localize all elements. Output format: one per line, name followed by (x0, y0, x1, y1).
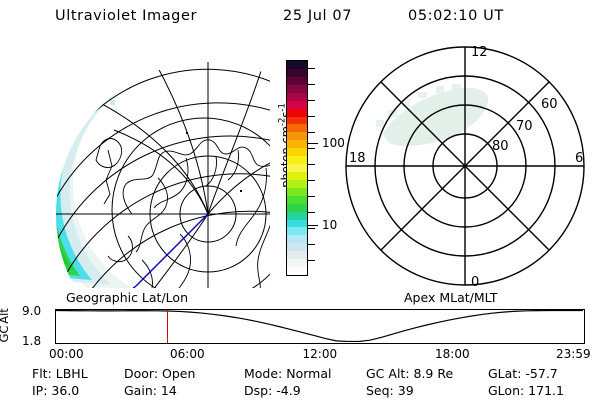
observation-date: 25 Jul 07 (283, 8, 353, 24)
aurora-speckle (78, 76, 121, 106)
colorbar-swatch (287, 179, 307, 188)
colorbar-minor-tick (308, 132, 315, 133)
status-field: Gain: 14 (124, 383, 177, 398)
mlt-label-18: 18 (349, 151, 366, 166)
orbit-y-axis-title-gc: GC (0, 325, 11, 343)
colorbar-swatch (287, 108, 307, 117)
colorbar-swatch (287, 259, 307, 268)
colorbar-swatch (287, 243, 307, 252)
instrument-title: Ultraviolet Imager (55, 8, 198, 24)
orbit-plot-frame[interactable] (55, 309, 585, 344)
status-field: Door: Open (124, 366, 196, 381)
colorbar-swatch (287, 164, 307, 173)
geographic-panel-caption: Geographic Lat/Lon (66, 290, 188, 305)
colorbar-minor-tick (308, 68, 315, 69)
geographic-image-panel[interactable] (40, 38, 270, 288)
colorbar-swatch (287, 84, 307, 93)
colorbar-swatch (287, 140, 307, 149)
mlt-spokes (346, 47, 584, 285)
mlat-label-70: 70 (516, 119, 533, 134)
mlat-labels: 60 70 80 (492, 97, 558, 154)
intensity-colorbar-group: photon cm-2s-1 100 10 (262, 50, 345, 290)
orbit-time-cursor[interactable] (166, 310, 169, 343)
colorbar-swatch (287, 187, 307, 196)
colorbar-swatch (287, 116, 307, 125)
colorbar-swatch (287, 219, 307, 228)
orbit-x-tick-label: 12:00 (302, 347, 338, 361)
colorbar-swatch (287, 124, 307, 133)
colorbar-minor-tick (308, 100, 315, 101)
orbit-x-tick-label: 00:00 (49, 347, 84, 361)
colorbar-swatch (287, 172, 307, 180)
colorbar-swatch (287, 61, 307, 70)
colorbar-minor-tick (308, 196, 315, 197)
colorbar-swatch (287, 227, 307, 236)
colorbar-swatch (287, 235, 307, 244)
geographic-projection-svg (56, 62, 270, 288)
coastlines (95, 138, 270, 288)
colorbar-minor-tick (308, 260, 315, 261)
aurora-pale-band (56, 82, 116, 284)
orbit-altitude-strip[interactable]: Alt GC 9.0 1.8 00:00 06:00 12:00 18:00 23:59 (0, 303, 600, 361)
colorbar-swatch (287, 132, 307, 141)
colorbar-swatch (287, 211, 307, 220)
mlat-label-60: 60 (541, 97, 558, 112)
orbit-curve-polyline (56, 310, 583, 342)
orbit-x-tick-label: 23:59 (556, 347, 591, 361)
status-field: GC Alt: 8.9 Re (366, 366, 454, 381)
mlat-label-80: 80 (492, 139, 509, 154)
colorbar-tick-label: 100 (322, 136, 345, 151)
orbit-x-tick-label: 06:00 (170, 347, 205, 361)
mlt-labels: 12 6 0 18 (349, 45, 583, 288)
colorbar-tick-label: 10 (322, 218, 338, 233)
apex-polar-dial-svg: 12 6 0 18 60 70 80 (345, 45, 585, 288)
colorbar-minor-tick (308, 212, 315, 213)
magnetic-panel-caption: Apex MLat/MLT (404, 290, 498, 305)
terminator-line (135, 213, 209, 287)
orbit-altitude-curve (56, 310, 583, 342)
status-bar: Flt: LBHL Door: Open Mode: Normal GC Alt: 8… (0, 366, 600, 400)
colorbar-swatch (287, 267, 307, 275)
colorbar-swatch (287, 76, 307, 85)
colorbar-gradient[interactable] (286, 60, 308, 276)
colorbar-minor-tick (308, 148, 315, 149)
colorbar-minor-tick (308, 228, 315, 229)
orbit-x-tick-label: 18:00 (435, 347, 470, 361)
magnetic-polar-panel[interactable]: 12 6 0 18 60 70 80 (332, 38, 597, 288)
status-field: Mode: Normal (244, 366, 332, 381)
status-field: Flt: LBHL (32, 366, 88, 381)
magnetic-aurora-patch (376, 84, 489, 146)
colorbar-minor-tick (308, 164, 315, 165)
mlt-label-12: 12 (471, 45, 488, 60)
status-field: GLat: -57.7 (488, 366, 558, 381)
mlt-label-6: 6 (575, 151, 583, 166)
colorbar-minor-tick (308, 84, 315, 85)
mlt-label-0: 0 (471, 275, 479, 288)
colorbar-swatch (287, 203, 307, 212)
colorbar-swatch (287, 100, 307, 109)
colorbar-major-tick (308, 225, 318, 227)
status-field: Dsp: -4.9 (244, 383, 301, 398)
colorbar-swatch (287, 148, 307, 157)
observation-time: 05:02:10 UT (408, 8, 504, 24)
status-field: IP: 36.0 (32, 383, 80, 398)
colorbar-swatch (287, 92, 307, 101)
orbit-y-tick-label: 9.0 (22, 304, 42, 318)
colorbar-swatch (287, 156, 307, 165)
header-bar: Ultraviolet Imager 25 Jul 07 05:02:10 UT (0, 6, 600, 30)
geographic-markers (186, 132, 242, 192)
colorbar-swatch (287, 251, 307, 260)
colorbar-major-tick (308, 143, 318, 145)
colorbar-minor-tick (308, 244, 315, 245)
orbit-y-tick-label: 1.8 (22, 334, 42, 348)
status-field: Seq: 39 (366, 383, 414, 398)
status-field: GLon: 171.1 (488, 383, 564, 398)
colorbar-minor-tick (308, 116, 315, 117)
colorbar-swatch (287, 195, 307, 204)
colorbar-minor-tick (308, 180, 315, 181)
colorbar-swatch (287, 69, 307, 77)
